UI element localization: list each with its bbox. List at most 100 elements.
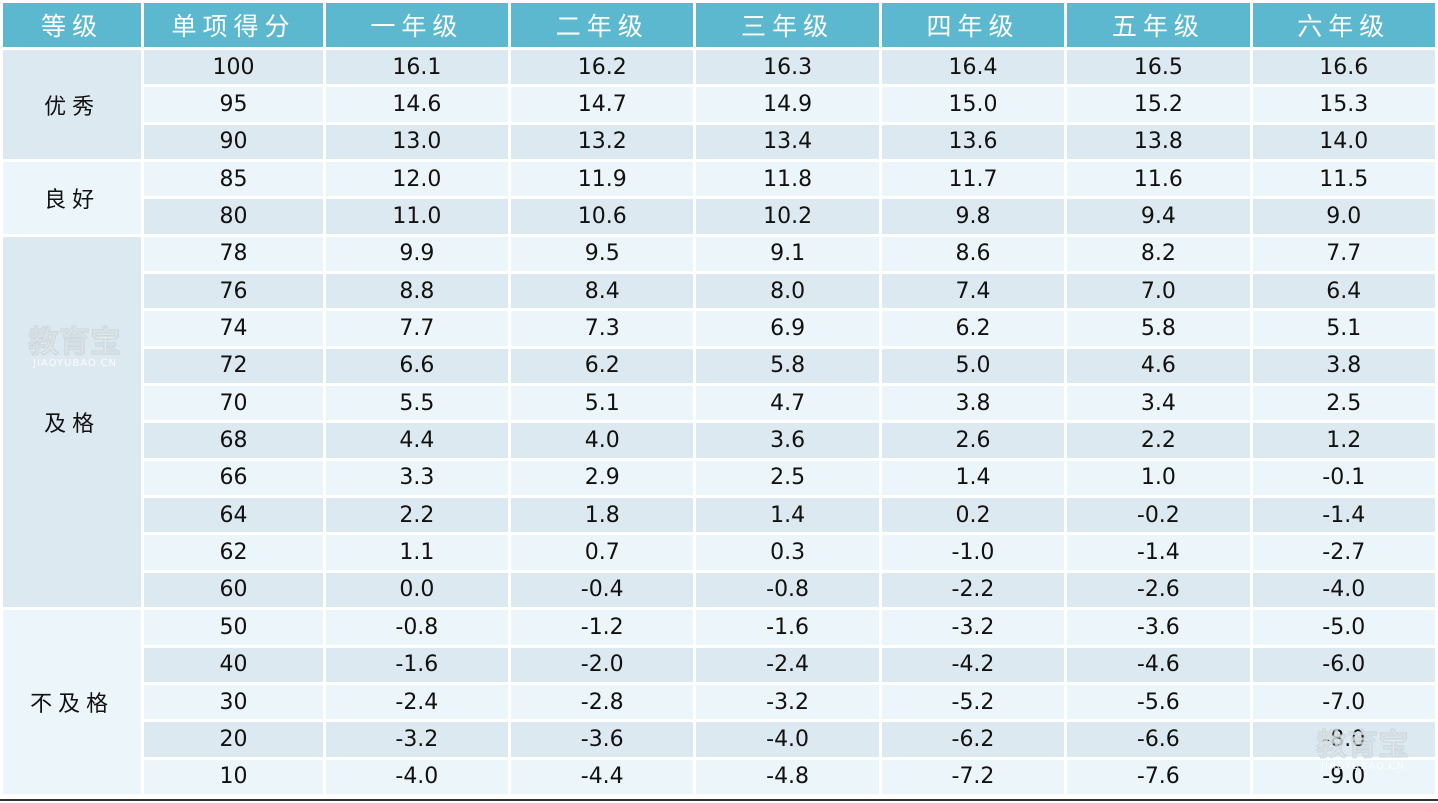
- header-grade: 等级: [3, 3, 142, 47]
- grade-1-value-cell: 13.0: [325, 124, 509, 160]
- table-body: 优秀 100 16.1 16.2 16.3 16.4 16.5 16.6 95 14.6 14.7 1…: [3, 50, 1435, 794]
- grade-1-value-cell: 1.1: [325, 535, 509, 570]
- grade-5-value-cell: -3.6: [1067, 610, 1250, 645]
- grade-4-value-cell: 8.6: [881, 236, 1065, 272]
- grade-2-value-cell: -4.4: [511, 759, 694, 794]
- grade-6-value-cell: 1.2: [1252, 423, 1435, 458]
- grade-2-value-cell: 4.0: [511, 423, 694, 458]
- grade-4-value-cell: 16.4: [881, 50, 1065, 85]
- grade-2-value-cell: 16.2: [511, 50, 694, 85]
- grade-6-value-cell: 16.6: [1252, 50, 1435, 85]
- score-cell: 78: [144, 236, 323, 272]
- grade-1-value-cell: 0.0: [325, 572, 509, 608]
- grade-2-value-cell: 2.9: [511, 460, 694, 496]
- table-row: 良好 85 12.0 11.9 11.8 11.7 11.6 11.5: [3, 162, 1435, 234]
- grade-5-value-cell: -2.6: [1067, 572, 1250, 608]
- grade-4-value-cell: 15.0: [881, 87, 1065, 122]
- grade-5-value-cell: -1.4: [1067, 535, 1250, 570]
- table-row: 10 -4.0 -4.4 -4.8 -7.2 -7.6 -9.0: [3, 759, 1435, 794]
- grade-5-value-cell: 13.8: [1067, 124, 1250, 160]
- grade-5-value-cell: 5.8: [1067, 311, 1250, 346]
- table-row: 62 1.1 0.7 0.3 -1.0 -1.4 -2.7: [3, 535, 1435, 570]
- grade-3-value-cell: 9.1: [696, 236, 879, 272]
- grade-5-value-cell: 11.6: [1067, 162, 1250, 197]
- grade-2-value-cell: 1.8: [511, 498, 694, 533]
- grade-4-value-cell: -4.2: [881, 647, 1065, 682]
- grade-2-value-cell: 10.6: [511, 199, 694, 234]
- grade-4-value-cell: -6.2: [881, 722, 1065, 757]
- grade-2-value-cell: 6.2: [511, 348, 694, 384]
- score-cell: 68: [144, 423, 323, 458]
- grade-3-value-cell: 4.7: [696, 386, 879, 421]
- score-cell: 72: [144, 348, 323, 384]
- grade-2-value-cell: 14.7: [511, 87, 694, 122]
- grade-4-value-cell: 2.6: [881, 423, 1065, 458]
- table-row: 80 11.0 10.6 10.2 9.8 9.4 9.0: [3, 199, 1435, 234]
- grade-3-value-cell: 14.9: [696, 87, 879, 122]
- grade-2-value-cell: -2.8: [511, 684, 694, 720]
- grade-3-value-cell: 0.3: [696, 535, 879, 570]
- grade-4-value-cell: -1.0: [881, 535, 1065, 570]
- grade-cell: 良好: [3, 162, 142, 234]
- grade-5-value-cell: -7.6: [1067, 759, 1250, 794]
- grade-6-value-cell: -2.7: [1252, 535, 1435, 570]
- header-grade-2: 二年级: [511, 3, 694, 47]
- grade-2-value-cell: -3.6: [511, 722, 694, 757]
- grade-4-value-cell: -5.2: [881, 684, 1065, 720]
- grade-2-value-cell: -0.4: [511, 572, 694, 608]
- grade-2-value-cell: 8.4: [511, 274, 694, 309]
- grade-6-value-cell: 6.4: [1252, 274, 1435, 309]
- grade-5-value-cell: 7.0: [1067, 274, 1250, 309]
- grade-1-value-cell: 5.5: [325, 386, 509, 421]
- grade-1-value-cell: -2.4: [325, 684, 509, 720]
- score-cell: 90: [144, 124, 323, 160]
- header-grade-1: 一年级: [325, 3, 509, 47]
- grade-3-value-cell: 16.3: [696, 50, 879, 85]
- grade-3-value-cell: -3.2: [696, 684, 879, 720]
- score-cell: 64: [144, 498, 323, 533]
- table-row: 74 7.7 7.3 6.9 6.2 5.8 5.1: [3, 311, 1435, 346]
- table-row: 90 13.0 13.2 13.4 13.6 13.8 14.0: [3, 124, 1435, 160]
- grade-5-value-cell: 2.2: [1067, 423, 1250, 458]
- grade-2-value-cell: -2.0: [511, 647, 694, 682]
- grade-2-value-cell: 0.7: [511, 535, 694, 570]
- score-cell: 95: [144, 87, 323, 122]
- grade-5-value-cell: 8.2: [1067, 236, 1250, 272]
- score-cell: 74: [144, 311, 323, 346]
- grade-5-value-cell: 15.2: [1067, 87, 1250, 122]
- table-row: 66 3.3 2.9 2.5 1.4 1.0 -0.1: [3, 460, 1435, 496]
- grade-3-value-cell: -4.8: [696, 759, 879, 794]
- score-cell: 62: [144, 535, 323, 570]
- grade-cell: 不及格: [3, 610, 142, 794]
- header-grade-5: 五年级: [1067, 3, 1250, 47]
- header-grade-4: 四年级: [881, 3, 1065, 47]
- grade-2-value-cell: 5.1: [511, 386, 694, 421]
- grade-6-value-cell: 9.0: [1252, 199, 1435, 234]
- grade-4-value-cell: 1.4: [881, 460, 1065, 496]
- grade-4-value-cell: 11.7: [881, 162, 1065, 197]
- score-cell: 20: [144, 722, 323, 757]
- grade-3-value-cell: -4.0: [696, 722, 879, 757]
- bottom-rule: [0, 799, 1438, 801]
- table-row: 70 5.5 5.1 4.7 3.8 3.4 2.5: [3, 386, 1435, 421]
- grade-1-value-cell: 4.4: [325, 423, 509, 458]
- grade-6-value-cell: -1.4: [1252, 498, 1435, 533]
- table-row: 72 6.6 6.2 5.8 5.0 4.6 3.8: [3, 348, 1435, 384]
- score-cell: 30: [144, 684, 323, 720]
- score-cell: 50: [144, 610, 323, 645]
- grade-5-value-cell: 16.5: [1067, 50, 1250, 85]
- grade-3-value-cell: -1.6: [696, 610, 879, 645]
- table-row: 76 8.8 8.4 8.0 7.4 7.0 6.4: [3, 274, 1435, 309]
- table-row: 40 -1.6 -2.0 -2.4 -4.2 -4.6 -6.0: [3, 647, 1435, 682]
- grade-3-value-cell: -2.4: [696, 647, 879, 682]
- header-score: 单项得分: [144, 3, 323, 47]
- table-row: 及格 78 9.9 9.5 9.1 8.6 8.2 7.7: [3, 236, 1435, 608]
- grade-5-value-cell: 4.6: [1067, 348, 1250, 384]
- grade-6-value-cell: -0.1: [1252, 460, 1435, 496]
- table-row: 64 2.2 1.8 1.4 0.2 -0.2 -1.4: [3, 498, 1435, 533]
- grade-2-value-cell: -1.2: [511, 610, 694, 645]
- grade-cell: 及格: [3, 236, 142, 608]
- table-row: 60 0.0 -0.4 -0.8 -2.2 -2.6 -4.0: [3, 572, 1435, 608]
- grade-4-value-cell: -2.2: [881, 572, 1065, 608]
